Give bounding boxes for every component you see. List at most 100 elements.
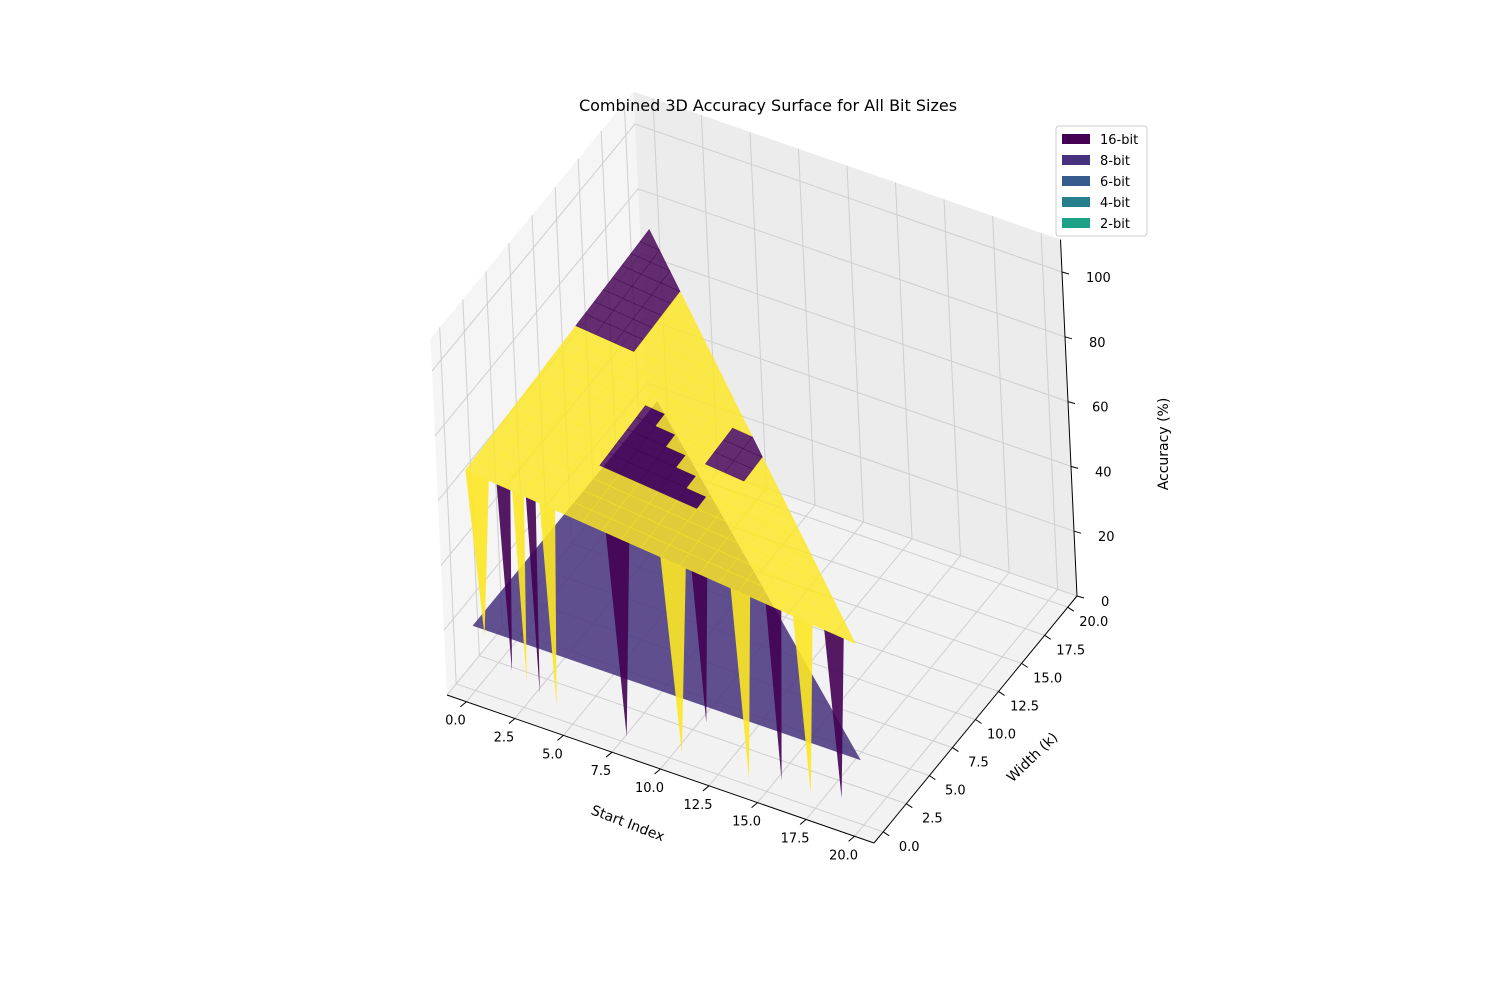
legend-label: 8-bit bbox=[1100, 154, 1130, 169]
x-tick-label: 0.0 bbox=[445, 714, 466, 729]
legend-label: 2-bit bbox=[1100, 217, 1130, 232]
x-tick-mark bbox=[751, 802, 758, 809]
surface-drop-panel bbox=[730, 588, 751, 779]
x-tick-label: 2.5 bbox=[494, 731, 515, 746]
z-axis-label: Accuracy (%) bbox=[1156, 398, 1172, 491]
legend-swatch bbox=[1062, 197, 1090, 207]
x-tick-label: 20.0 bbox=[829, 848, 858, 863]
legend-label: 16-bit bbox=[1100, 133, 1138, 148]
y-tick-labels: 0.02.55.07.5 10.0 12.5 15.0 17.5 20.0 bbox=[882, 606, 1108, 855]
surface-top-cell bbox=[825, 601, 846, 624]
surface-top-cell bbox=[804, 560, 825, 582]
x-tick-label: 15.0 bbox=[732, 815, 761, 830]
legend-swatch bbox=[1062, 134, 1090, 144]
surface-plot bbox=[465, 229, 861, 799]
x-tick-mark bbox=[702, 785, 710, 792]
y-tick-mark bbox=[952, 747, 959, 752]
surface-drop-panel bbox=[512, 491, 527, 683]
x-axis-label: Start Index bbox=[589, 803, 667, 846]
z-tick-label: 0 bbox=[1101, 595, 1109, 610]
y-tick-label: 20.0 bbox=[1079, 615, 1108, 630]
z-tick-mark bbox=[1067, 401, 1076, 405]
y-tick-label: 10.0 bbox=[987, 728, 1016, 743]
z-tick-label: 80 bbox=[1089, 336, 1106, 351]
surface-top-cell bbox=[691, 332, 712, 355]
y-tick-label: 2.5 bbox=[922, 812, 943, 827]
y-tick-mark bbox=[882, 831, 890, 837]
x-tick-label: 5.0 bbox=[542, 747, 563, 762]
legend-swatch bbox=[1062, 176, 1090, 186]
surface-top-cell bbox=[835, 622, 856, 645]
y-tick-mark bbox=[1021, 662, 1028, 668]
x-tick-label: 10.0 bbox=[635, 781, 664, 796]
surface-drop-panel bbox=[496, 484, 512, 672]
x-tick-mark bbox=[654, 768, 661, 775]
x-tick-mark bbox=[508, 718, 516, 724]
z-tick-mark bbox=[1061, 271, 1070, 275]
y-tick-mark bbox=[1067, 606, 1075, 612]
x-tick-mark bbox=[848, 835, 855, 842]
surface-drop-panel bbox=[691, 570, 708, 723]
y-tick-mark bbox=[1044, 634, 1051, 640]
x-tick-labels: 0.0 2.5 5.0 7.5 10.0 12.5 15.0 17.5 20.0 bbox=[445, 701, 858, 863]
y-tick-mark bbox=[929, 775, 936, 781]
surface-drop-panel bbox=[605, 532, 630, 737]
z-tick-mark bbox=[1070, 465, 1079, 469]
y-tick-mark bbox=[975, 719, 982, 724]
z-tick-mark bbox=[1073, 530, 1082, 534]
surface-drop-panel bbox=[465, 470, 489, 637]
x-tick-mark bbox=[605, 751, 613, 758]
legend-label: 6-bit bbox=[1100, 175, 1130, 190]
surface-drop-panel bbox=[793, 615, 813, 794]
y-tick-label: 12.5 bbox=[1010, 699, 1039, 714]
surface-top-cell bbox=[650, 249, 671, 272]
surface-top-cell bbox=[732, 415, 753, 437]
x-tick-label: 12.5 bbox=[684, 798, 713, 813]
y-tick-mark bbox=[906, 803, 913, 809]
legend-label: 4-bit bbox=[1100, 196, 1130, 211]
z-tick-mark bbox=[1064, 336, 1073, 340]
y-tick-mark bbox=[998, 691, 1005, 696]
legend-box bbox=[1055, 125, 1148, 237]
surface-top-cell bbox=[773, 498, 795, 520]
x-tick-mark bbox=[460, 701, 467, 708]
surface-top-cell bbox=[742, 436, 764, 458]
z-tick-label: 20 bbox=[1098, 530, 1115, 545]
surface-drop-panel bbox=[525, 497, 540, 694]
x-tick-label: 7.5 bbox=[591, 764, 612, 779]
x-tick-mark bbox=[557, 734, 564, 741]
surface-top-cell bbox=[660, 270, 681, 293]
x-tick-label: 17.5 bbox=[781, 831, 810, 846]
surface-top-cell bbox=[814, 581, 836, 603]
legend: 16-bit 8-bit 6-bit 4-bit 2-bit bbox=[1055, 125, 1148, 237]
surface-top-cell bbox=[753, 456, 774, 479]
surface-top-cell bbox=[784, 519, 805, 541]
surface-drop-panel bbox=[824, 629, 844, 799]
legend-swatch bbox=[1062, 218, 1090, 228]
y-tick-label: 7.5 bbox=[968, 756, 989, 771]
legend-swatch bbox=[1062, 155, 1090, 165]
surface-top-cell bbox=[763, 477, 784, 500]
surface-top-cell bbox=[670, 291, 691, 313]
y-tick-label: 5.0 bbox=[945, 784, 966, 799]
surface-top-cell bbox=[680, 311, 702, 334]
grid-line-z bbox=[434, 188, 1066, 437]
z-tick-label: 40 bbox=[1095, 465, 1112, 480]
surface-drop-panel bbox=[660, 556, 686, 753]
x-tick-mark bbox=[799, 819, 807, 825]
surface-drop-panel bbox=[765, 603, 782, 781]
y-tick-label: 15.0 bbox=[1033, 671, 1062, 686]
z-tick-label: 100 bbox=[1086, 271, 1111, 286]
surface-top-cell bbox=[722, 394, 743, 417]
z-axis-line bbox=[1060, 239, 1078, 597]
z-tick-label: 60 bbox=[1092, 401, 1109, 416]
chart-title: Combined 3D Accuracy Surface for All Bit… bbox=[579, 96, 957, 115]
surface-top-cell bbox=[639, 229, 660, 251]
surface-top-cell bbox=[794, 539, 815, 562]
y-tick-label: 0.0 bbox=[899, 840, 920, 855]
z-tick-mark bbox=[1076, 595, 1085, 599]
surface-drop-panel bbox=[539, 503, 557, 706]
z-tick-labels: 0 20 40 60 80 100 bbox=[1061, 271, 1115, 610]
grid-line-z bbox=[431, 123, 1063, 372]
